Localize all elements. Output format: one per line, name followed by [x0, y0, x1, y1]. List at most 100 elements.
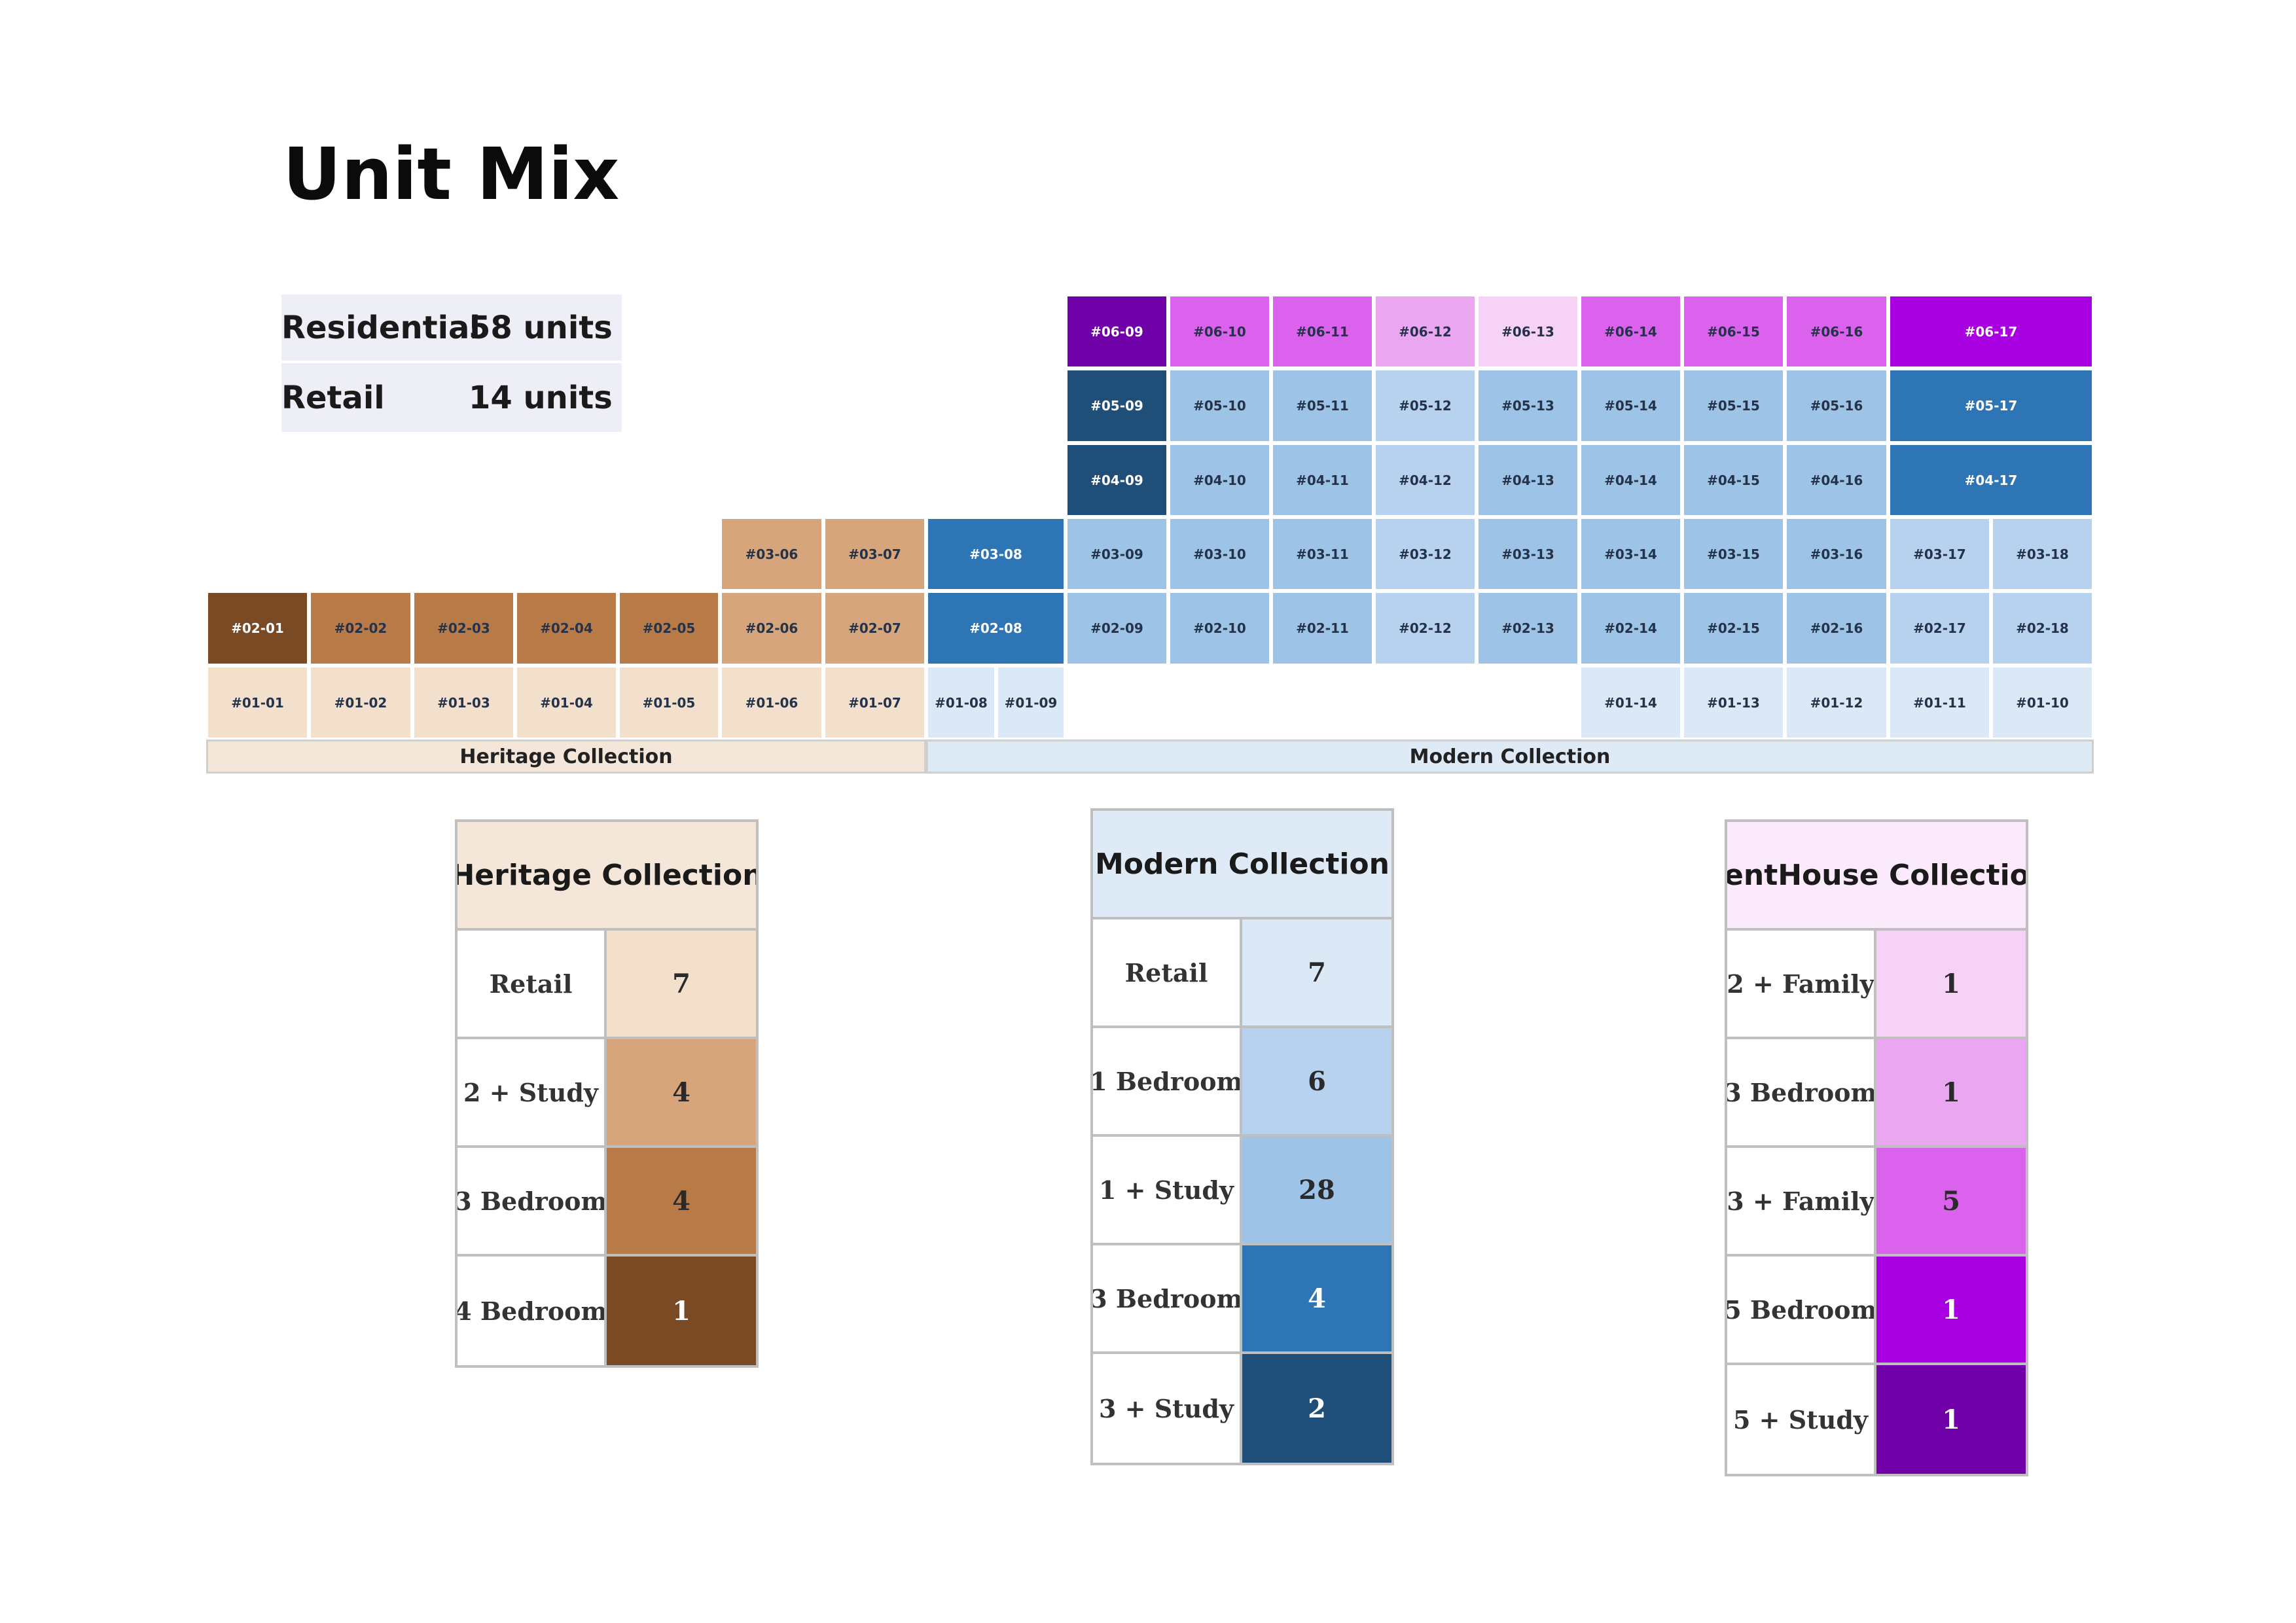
- unit-cell: #05-14: [1579, 368, 1682, 443]
- unit-cell: #05-12: [1374, 368, 1477, 443]
- legend-row: 3 + Family 5: [1727, 1148, 2026, 1257]
- unit-cell: #01-14: [1579, 666, 1682, 740]
- unit-cell: #01-05: [618, 666, 720, 740]
- unit-cell: #01-12: [1785, 666, 1888, 740]
- unit-cell: #02-01: [206, 591, 309, 666]
- unit-cell: #03-12: [1374, 517, 1477, 591]
- legend-unit-type: 5 + Study: [1727, 1365, 1876, 1474]
- unit-cell: #01-03: [412, 666, 515, 740]
- unit-cell: #06-17: [1888, 294, 2094, 368]
- unit-cell: #03-10: [1168, 517, 1271, 591]
- unit-cell: #06-13: [1477, 294, 1579, 368]
- unit-cell: #02-13: [1477, 591, 1579, 666]
- legend-row: 2 + Family 1: [1727, 931, 2026, 1039]
- legend-row: 5 Bedroom 1: [1727, 1257, 2026, 1365]
- unit-cell: #05-17: [1888, 368, 2094, 443]
- legend-unit-count: 28: [1242, 1137, 1391, 1243]
- legend-row: 3 Bedroom 1: [1727, 1039, 2026, 1148]
- unit-cell: #04-09: [1066, 443, 1168, 517]
- legend-unit-type: 5 Bedroom: [1727, 1257, 1876, 1363]
- unit-cell: #01-01: [206, 666, 309, 740]
- unit-cell: #04-15: [1682, 443, 1785, 517]
- heritage-legend: Heritage Collection Retail 7 2 + Study 4 3 Be…: [455, 819, 759, 1368]
- legend-unit-type: Retail: [1093, 919, 1242, 1026]
- unit-cell: #03-14: [1579, 517, 1682, 591]
- unit-cell: #03-17: [1888, 517, 1991, 591]
- unit-cell: #05-09: [1066, 368, 1168, 443]
- unit-cell: #01-06: [720, 666, 823, 740]
- legend-row: 2 + Study 4: [457, 1039, 756, 1148]
- unit-cell: #01-04: [515, 666, 618, 740]
- unit-cell: #02-16: [1785, 591, 1888, 666]
- legend-row: 5 + Study 1: [1727, 1365, 2026, 1474]
- legend-row: 3 Bedroom 4: [1093, 1245, 1391, 1354]
- modern-legend: Modern Collection Retail 7 1 Bedroom 6 1 + St…: [1090, 808, 1394, 1465]
- unit-cell: #02-10: [1168, 591, 1271, 666]
- unit-cell: #02-15: [1682, 591, 1785, 666]
- unit-cell: #03-08: [926, 517, 1066, 591]
- unit-cell: #04-13: [1477, 443, 1579, 517]
- unit-cell: #03-15: [1682, 517, 1785, 591]
- legend-unit-type: 1 + Study: [1093, 1137, 1242, 1243]
- legend-unit-count: 6: [1242, 1028, 1391, 1134]
- unit-cell: #02-04: [515, 591, 618, 666]
- legend-unit-count: 1: [1876, 1039, 2026, 1145]
- legend-unit-count: 4: [1242, 1245, 1391, 1351]
- legend-title: Heritage Collection: [457, 822, 756, 931]
- unit-cell: #02-14: [1579, 591, 1682, 666]
- unit-cell: #06-15: [1682, 294, 1785, 368]
- unit-cell: #06-10: [1168, 294, 1271, 368]
- unit-cell: #06-14: [1579, 294, 1682, 368]
- unit-cell: #03-13: [1477, 517, 1579, 591]
- legend-row: 4 Bedroom 1: [457, 1257, 756, 1365]
- unit-cell: #04-12: [1374, 443, 1477, 517]
- unit-cell: #05-13: [1477, 368, 1579, 443]
- summary-retail-value: 14 units: [469, 379, 613, 416]
- unit-cell: #02-07: [823, 591, 926, 666]
- unit-cell: #01-11: [1888, 666, 1991, 740]
- unit-cell: #03-11: [1271, 517, 1374, 591]
- unit-cell: #02-06: [720, 591, 823, 666]
- unit-cell: #05-15: [1682, 368, 1785, 443]
- unit-summary-table: Residential 58 units Retail 14 units: [281, 294, 622, 432]
- legend-unit-count: 4: [607, 1148, 756, 1254]
- legend-row: Retail 7: [1093, 919, 1391, 1028]
- unit-cell: #03-16: [1785, 517, 1888, 591]
- unit-cell: #06-11: [1271, 294, 1374, 368]
- unit-cell: #01-10: [1991, 666, 2094, 740]
- legend-unit-count: 4: [607, 1039, 756, 1145]
- unit-cell: #02-05: [618, 591, 720, 666]
- legend-unit-count: 2: [1242, 1354, 1391, 1463]
- legend-unit-type: 1 Bedroom: [1093, 1028, 1242, 1134]
- legend-unit-type: 3 + Family: [1727, 1148, 1876, 1254]
- collection-footer-label: Modern Collection: [926, 740, 2094, 774]
- unit-cell: #04-14: [1579, 443, 1682, 517]
- legend-row: 3 + Study 2: [1093, 1354, 1391, 1463]
- unit-cell: #05-10: [1168, 368, 1271, 443]
- unit-cell: #03-07: [823, 517, 926, 591]
- unit-cell: #04-17: [1888, 443, 2094, 517]
- collection-footer-label: Heritage Collection: [206, 740, 926, 774]
- legend-unit-count: 5: [1876, 1148, 2026, 1254]
- unit-cell: #03-06: [720, 517, 823, 591]
- unit-cell: #01-13: [1682, 666, 1785, 740]
- unit-cell: #02-11: [1271, 591, 1374, 666]
- legend-unit-count: 1: [1876, 1257, 2026, 1363]
- legend-unit-count: 7: [607, 931, 756, 1037]
- unit-cell: #02-12: [1374, 591, 1477, 666]
- legend-row: 3 Bedroom 4: [457, 1148, 756, 1257]
- unit-cell: #05-11: [1271, 368, 1374, 443]
- unit-cell: #01-09: [996, 666, 1066, 740]
- unit-cell: #04-10: [1168, 443, 1271, 517]
- unit-cell: #02-17: [1888, 591, 1991, 666]
- unit-cell: #05-16: [1785, 368, 1888, 443]
- legend-unit-count: 1: [1876, 931, 2026, 1037]
- unit-cell: #01-02: [309, 666, 412, 740]
- legend-unit-type: Retail: [457, 931, 607, 1037]
- summary-residential-value: 58 units: [463, 294, 622, 363]
- unit-cell: #02-03: [412, 591, 515, 666]
- legend-row: 1 + Study 28: [1093, 1137, 1391, 1245]
- unit-cell: #02-08: [926, 591, 1066, 666]
- unit-cell: #02-18: [1991, 591, 2094, 666]
- legend-unit-type: 4 Bedroom: [457, 1257, 607, 1365]
